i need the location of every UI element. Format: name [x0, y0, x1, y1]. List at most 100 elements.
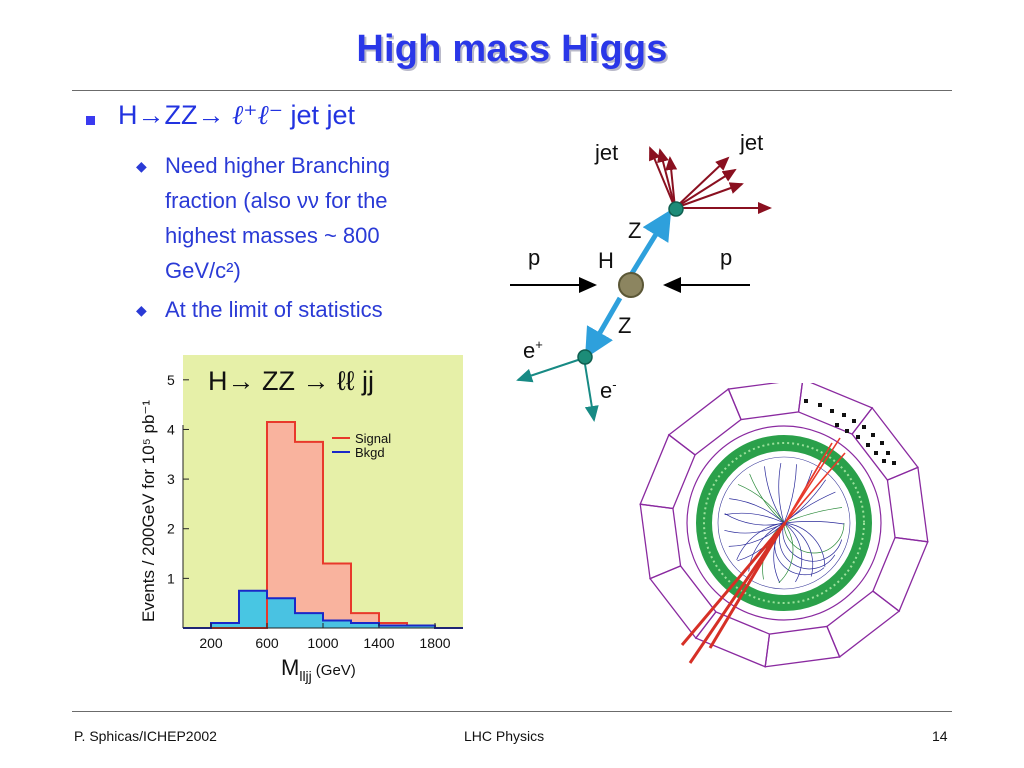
legend-label-signal: Signal — [355, 431, 391, 446]
muon-chamber-segment — [639, 433, 696, 510]
x-tick-label: 1400 — [363, 635, 394, 651]
upper-z-vertex-icon — [668, 201, 684, 217]
muon-hit — [886, 451, 890, 455]
x-axis-label-main: M — [281, 655, 299, 680]
positron-label-base: e — [523, 338, 535, 363]
proton-label-left: p — [528, 245, 540, 270]
positron-label: e+ — [523, 337, 543, 363]
x-tick-label: 200 — [199, 635, 223, 651]
bin-bar-bkgd — [239, 590, 267, 628]
bin-bar-bkgd — [351, 623, 379, 628]
main-bullet-h: H — [118, 100, 138, 130]
charged-track — [783, 522, 803, 583]
title-divider — [72, 90, 952, 91]
x-tick-label: 1000 — [307, 635, 338, 651]
muon-chamber-segment — [764, 625, 841, 668]
electron-label-sup: - — [612, 377, 616, 392]
higgs-label: H — [598, 248, 614, 273]
legend-label-bkgd: Bkgd — [355, 445, 385, 460]
bin-bar-bkgd — [211, 623, 239, 628]
diamond-bullet-icon: ◆ — [136, 158, 147, 174]
sub-bullet-2: At the limit of statistics — [165, 292, 383, 327]
main-bullet: H→ZZ→ ℓ⁺ℓ⁻ jet jet — [118, 100, 355, 131]
charged-track — [724, 513, 785, 526]
charged-track — [729, 498, 785, 524]
electron-label-base: e — [600, 378, 612, 403]
proton-label-right: p — [720, 245, 732, 270]
muon-hit — [892, 461, 896, 465]
muon-hit — [880, 441, 884, 445]
bin-bar-signal — [267, 422, 295, 628]
muon-chamber-segment — [667, 388, 742, 456]
charged-track — [778, 463, 785, 524]
muon-chambers — [639, 383, 929, 668]
sub-bullet-1-line: highest masses ~ 800 — [165, 223, 380, 248]
muon-chamber-segment — [649, 565, 717, 640]
chart-title: H→ ZZ → ℓℓ jj — [208, 366, 374, 396]
charged-track — [764, 466, 785, 524]
charged-track — [783, 522, 845, 554]
x-axis-label: Mlljj (GeV) — [281, 655, 356, 684]
charged-track — [724, 512, 785, 524]
lower-z-boson-line — [585, 296, 623, 359]
sub-bullet-1-line: fraction (also νν for the — [165, 188, 388, 213]
page-number: 14 — [932, 728, 948, 744]
muon-chamber-segment — [851, 406, 919, 481]
jet-label-right: jet — [739, 130, 763, 155]
muon-chamber-segment — [727, 383, 803, 421]
jet-label-left: jet — [594, 140, 618, 165]
y-axis-label: Events / 200GeV for 10⁵ pb⁻¹ — [139, 400, 158, 622]
muon-hit — [874, 451, 878, 455]
muon-hit — [835, 423, 839, 427]
y-tick-label: 1 — [167, 570, 175, 586]
charged-track — [783, 464, 797, 524]
charged-track — [783, 522, 826, 567]
muon-hit — [866, 443, 870, 447]
muon-hit — [818, 403, 822, 407]
main-bullet-arrow-2: → — [197, 100, 225, 130]
diamond-bullet-icon: ◆ — [136, 302, 147, 318]
bin-bar-signal — [295, 441, 323, 628]
charged-track — [783, 521, 845, 525]
sub-bullet-2-line: At the limit of statistics — [165, 297, 383, 322]
lower-z-vertex-icon — [577, 349, 593, 365]
square-bullet-icon — [86, 116, 95, 125]
charged-track — [737, 484, 785, 524]
y-tick-label: 4 — [167, 421, 175, 437]
y-tick-label: 5 — [167, 372, 175, 388]
muon-hit — [871, 433, 875, 437]
muon-chamber-segment — [639, 503, 682, 580]
jet-energy-deposits — [784, 437, 846, 524]
muon-hit — [804, 399, 808, 403]
series-outline-bkgd — [183, 589, 463, 629]
y-tick-label: 3 — [167, 471, 175, 487]
muon-hit — [842, 413, 846, 417]
muon-hits — [804, 399, 896, 465]
solenoid-outer-ring — [686, 425, 882, 621]
bin-bar-bkgd — [323, 620, 351, 628]
tracker-boundary — [717, 456, 851, 590]
electron-label: e- — [600, 377, 617, 403]
bin-bar-bkgd — [379, 625, 407, 628]
muon-hit — [852, 419, 856, 423]
bin-bar-bkgd — [267, 598, 295, 628]
muon-chamber-segment — [826, 590, 901, 658]
mass-histogram-chart: H→ ZZ → ℓℓ jj Events / 200GeV for 10⁵ pb… — [139, 355, 463, 684]
muon-hit — [856, 435, 860, 439]
electron-line — [583, 357, 599, 422]
muon-hit — [845, 429, 849, 433]
bin-bar-signal — [323, 563, 351, 628]
charged-track — [782, 522, 843, 562]
slide-title: High mass Higgs — [356, 28, 668, 70]
main-bullet-suffix: jet jet — [283, 100, 356, 130]
positron-label-sup: + — [535, 337, 543, 352]
upper-jet-lines — [649, 146, 772, 214]
x-tick-label: 600 — [255, 635, 279, 651]
z-label-upper: Z — [628, 218, 641, 243]
y-tick-label: 2 — [167, 521, 175, 537]
muon-tracks — [680, 522, 787, 664]
charged-track — [779, 522, 836, 570]
main-bullet-arrow-1: → — [137, 100, 165, 130]
muon-hit — [882, 459, 886, 463]
main-bullet-leptons: ℓ⁺ℓ⁻ — [232, 100, 284, 131]
